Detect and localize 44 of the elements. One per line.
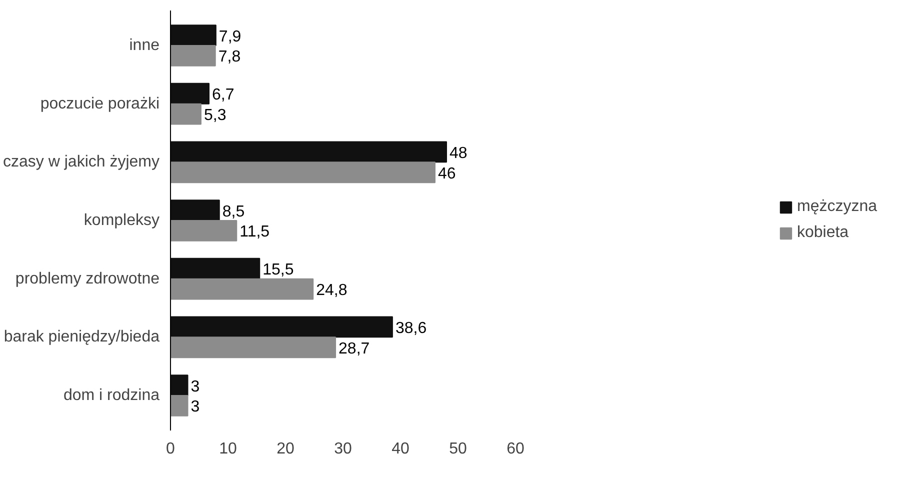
data-label: 48 (450, 144, 468, 162)
x-tick-label: 20 (276, 440, 294, 458)
x-tick-label: 0 (166, 440, 176, 458)
data-label: 3 (190, 398, 200, 416)
y-tick-label: czasy w jakich żyjemy (3, 154, 160, 171)
x-tick-label: 10 (219, 440, 237, 458)
data-label: 3 (190, 378, 200, 396)
bar (170, 395, 188, 416)
data-label: 8,5 (222, 203, 245, 220)
y-tick-label: dom i rodzina (63, 387, 160, 404)
legend-label: mężczyzna (796, 198, 878, 216)
bar (170, 278, 314, 300)
bar (170, 200, 220, 221)
data-label: 7,9 (218, 28, 242, 46)
data-label: 6,7 (212, 86, 234, 104)
bar (170, 258, 260, 280)
bar (170, 336, 336, 358)
bar (170, 141, 447, 163)
y-tick-label: problemy zdrowotne (15, 270, 160, 288)
y-tick-label: poczucie porażki (40, 95, 160, 112)
data-label: 24,8 (316, 282, 348, 300)
data-label: 15,5 (262, 262, 294, 279)
x-tick-label: 30 (334, 440, 352, 458)
bar (170, 45, 216, 66)
bar (170, 220, 238, 242)
bar (170, 162, 436, 184)
data-label: 11,5 (240, 224, 270, 241)
data-label: 28,7 (338, 340, 370, 358)
bar (170, 103, 202, 125)
bar (170, 82, 210, 104)
x-tick-label: 60 (506, 440, 524, 458)
x-tick-label: 40 (392, 440, 410, 458)
y-tick-label: barak pieniędzy/bieda (4, 328, 160, 346)
data-label: 7,8 (218, 48, 241, 66)
bar (170, 24, 216, 46)
y-tick-label: inne (129, 37, 160, 54)
data-label: 5,3 (204, 107, 226, 124)
legend-label: kobieta (796, 224, 849, 242)
data-label: 46 (438, 165, 456, 182)
bar (170, 316, 393, 338)
data-label: 38,6 (395, 320, 427, 337)
y-tick-label: kompleksy (84, 212, 160, 229)
bar (170, 374, 188, 396)
x-tick-label: 50 (449, 440, 467, 458)
